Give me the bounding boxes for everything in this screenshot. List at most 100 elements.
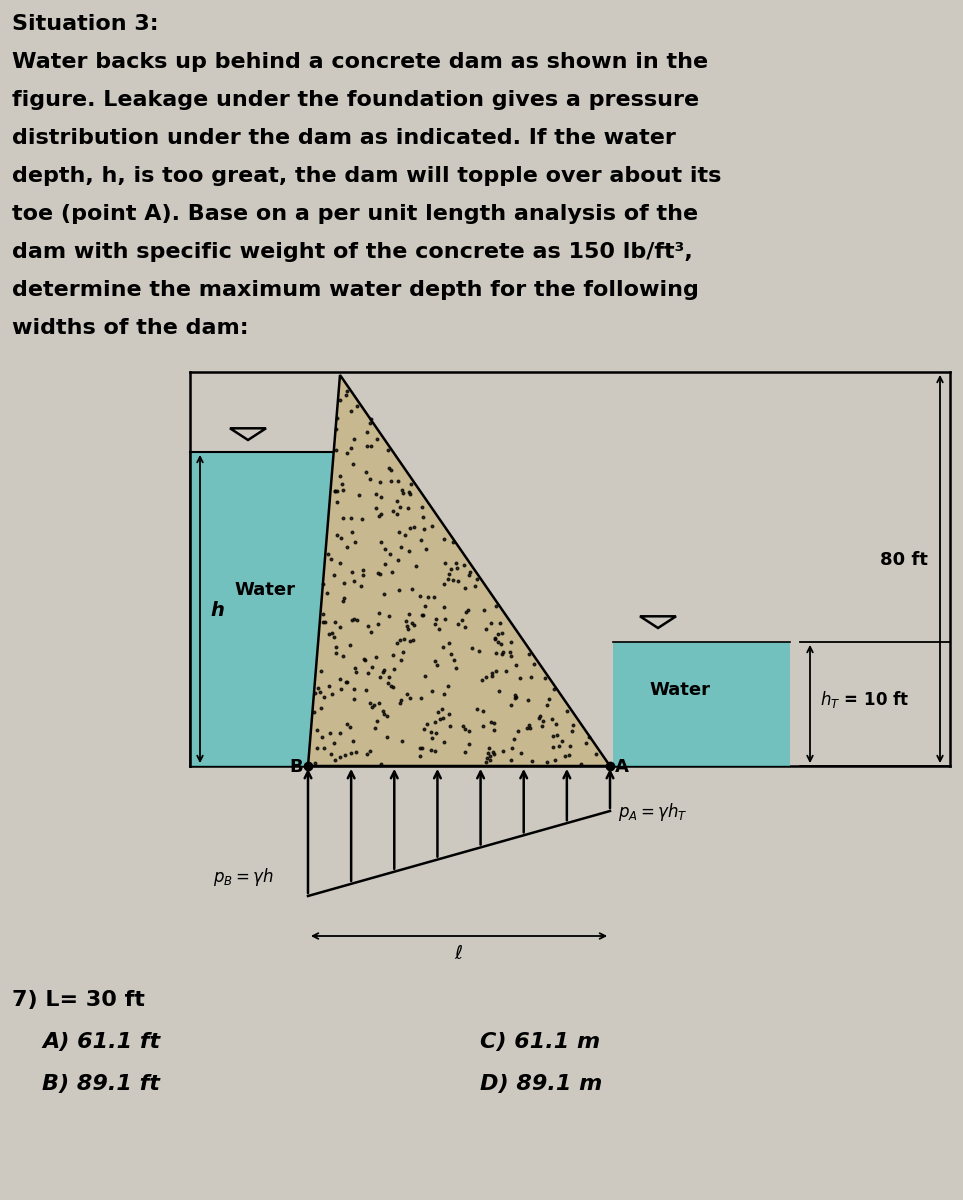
Text: figure. Leakage under the foundation gives a pressure: figure. Leakage under the foundation giv…: [12, 90, 699, 110]
Text: depth, h, is too great, the dam will topple over about its: depth, h, is too great, the dam will top…: [12, 166, 721, 186]
Point: [371, 614, 386, 634]
Point: [522, 715, 537, 734]
Point: [309, 738, 325, 757]
Point: [390, 472, 405, 491]
Point: [396, 484, 411, 503]
Point: [429, 724, 444, 743]
Point: [324, 744, 339, 763]
Point: [427, 588, 442, 607]
Point: [327, 481, 343, 500]
Point: [339, 672, 354, 691]
Point: [491, 682, 507, 701]
Point: [449, 553, 464, 572]
Point: [349, 742, 364, 761]
Point: [400, 498, 415, 517]
Point: [461, 565, 477, 584]
Point: [337, 746, 352, 766]
Point: [461, 734, 477, 754]
Point: [428, 614, 443, 634]
Point: [470, 700, 485, 719]
Point: [394, 691, 409, 710]
Point: [325, 684, 340, 703]
Point: [363, 623, 378, 642]
Point: [441, 564, 456, 583]
Point: [353, 577, 369, 596]
Point: [320, 583, 335, 602]
Point: [340, 382, 355, 401]
Point: [322, 677, 337, 696]
Point: [395, 731, 410, 750]
Point: [451, 614, 466, 634]
Point: [332, 724, 348, 743]
Point: [378, 706, 394, 725]
Point: [443, 560, 458, 580]
Point: [366, 696, 381, 715]
Point: [557, 746, 572, 766]
Point: [539, 752, 555, 772]
Point: [307, 684, 323, 703]
Point: [377, 704, 392, 724]
Point: [524, 751, 539, 770]
Point: [406, 517, 422, 536]
Point: [504, 647, 519, 666]
Point: [333, 617, 349, 636]
Point: [358, 462, 374, 481]
Point: [327, 613, 343, 632]
Point: [417, 666, 432, 685]
Point: [564, 721, 580, 740]
Text: $p_B = \gamma h$: $p_B = \gamma h$: [213, 866, 273, 888]
Point: [446, 570, 461, 589]
Point: [403, 485, 418, 504]
Point: [384, 562, 400, 581]
Point: [350, 396, 365, 415]
Point: [455, 610, 470, 629]
Point: [315, 613, 330, 632]
Point: [416, 520, 431, 539]
Polygon shape: [613, 642, 790, 766]
Point: [451, 571, 466, 590]
Point: [358, 680, 374, 700]
Point: [531, 708, 546, 727]
Point: [398, 526, 413, 545]
Point: [377, 539, 393, 558]
Point: [546, 737, 561, 756]
Point: [371, 604, 386, 623]
Point: [561, 745, 577, 764]
Point: [400, 617, 415, 636]
Point: [532, 707, 547, 726]
Point: [356, 649, 372, 668]
Text: D) 89.1 m: D) 89.1 m: [480, 1074, 602, 1094]
Point: [581, 727, 596, 746]
Point: [524, 667, 539, 686]
Point: [336, 647, 351, 666]
Point: [464, 638, 480, 658]
Point: [415, 508, 430, 527]
Point: [393, 650, 408, 670]
Point: [335, 474, 351, 493]
Point: [424, 728, 439, 748]
Point: [372, 667, 387, 686]
Point: [389, 504, 404, 523]
Text: $p_A = \gamma h_T$: $p_A = \gamma h_T$: [618, 802, 688, 823]
Point: [403, 518, 418, 538]
Point: [416, 720, 431, 739]
Text: B: B: [289, 758, 303, 776]
Point: [336, 574, 351, 593]
Point: [343, 438, 358, 457]
Point: [455, 716, 471, 736]
Point: [379, 727, 395, 746]
Point: [326, 628, 342, 647]
Point: [383, 461, 399, 480]
Point: [519, 718, 534, 737]
Point: [335, 509, 351, 528]
Point: [436, 685, 452, 704]
Point: [414, 530, 429, 550]
Point: [318, 612, 333, 631]
Point: [541, 690, 557, 709]
Point: [478, 752, 493, 772]
Point: [440, 677, 455, 696]
Point: [381, 667, 397, 686]
Point: [503, 642, 518, 661]
Point: [548, 714, 563, 733]
Point: [306, 703, 322, 722]
